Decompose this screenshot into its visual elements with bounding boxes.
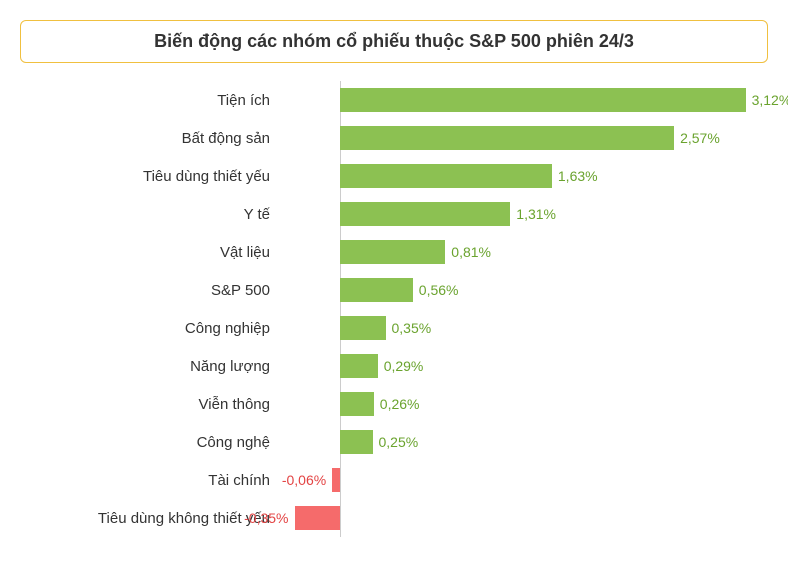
bar [295,506,341,530]
category-label: Y tế [20,206,280,223]
category-label: Viễn thông [20,396,280,413]
bar-cell: 0,29% [280,347,768,385]
bar [340,240,445,264]
chart-title: Biến động các nhóm cổ phiếu thuộc S&P 50… [20,20,768,63]
category-label: Năng lượng [20,358,280,375]
chart-plot-area: Tiện ích3,12%Bất động sản2,57%Tiêu dùng … [20,81,768,547]
bar-cell: 3,12% [280,81,768,119]
bar [340,392,374,416]
chart-row: Công nghệ 0,25% [20,423,768,461]
category-label: Bất động sản [20,130,280,147]
chart-row: Năng lượng 0,29% [20,347,768,385]
bar [340,430,373,454]
value-label: 2,57% [680,130,720,146]
bar [340,278,413,302]
value-label: 0,35% [392,320,432,336]
bar-cell: 0,35% [280,309,768,347]
value-label: -0,06% [282,472,326,488]
value-label: 0,26% [380,396,420,412]
bar-cell: 0,56% [280,271,768,309]
value-label: 1,31% [516,206,556,222]
chart-row: Bất động sản 2,57% [20,119,768,157]
chart-row: Tiêu dùng thiết yếu 1,63% [20,157,768,195]
sp500-sector-chart: Biến động các nhóm cổ phiếu thuộc S&P 50… [20,20,768,547]
chart-row: Tài chính-0,06% [20,461,768,499]
value-label: 0,56% [419,282,459,298]
value-label: -0,35% [244,510,288,526]
bar-cell: 0,26% [280,385,768,423]
chart-row: Tiện ích3,12% [20,81,768,119]
chart-row: Tiêu dùng không thiết yếu-0,35% [20,499,768,537]
zero-axis-line [340,461,341,499]
bar-cell: 1,31% [280,195,768,233]
category-label: Vật liệu [20,244,280,261]
category-label: Công nghiệp [20,320,280,337]
bar [340,316,386,340]
chart-row: S&P 500 0,56% [20,271,768,309]
bar [340,164,552,188]
chart-row: Công nghiệp 0,35% [20,309,768,347]
bar-cell: -0,35% [280,499,768,537]
bar-cell: -0,06% [280,461,768,499]
chart-row: Viễn thông 0,26% [20,385,768,423]
bar-cell: 0,25% [280,423,768,461]
category-label: Tiêu dùng thiết yếu [20,168,280,185]
category-label: Tiêu dùng không thiết yếu [20,510,280,527]
bar-cell: 2,57% [280,119,768,157]
value-label: 3,12% [752,92,788,108]
category-label: Công nghệ [20,434,280,451]
category-label: Tài chính [20,472,280,489]
bar [340,126,674,150]
bar-cell: 0,81% [280,233,768,271]
zero-axis-line [340,499,341,537]
chart-row: Y tế 1,31% [20,195,768,233]
bar [340,202,510,226]
value-label: 0,29% [384,358,424,374]
bar [340,88,746,112]
value-label: 0,25% [379,434,419,450]
value-label: 1,63% [558,168,598,184]
category-label: S&P 500 [20,282,280,299]
bar [340,354,378,378]
bar [332,468,340,492]
bar-cell: 1,63% [280,157,768,195]
category-label: Tiện ích [20,92,280,109]
chart-row: Vật liệu 0,81% [20,233,768,271]
value-label: 0,81% [451,244,491,260]
